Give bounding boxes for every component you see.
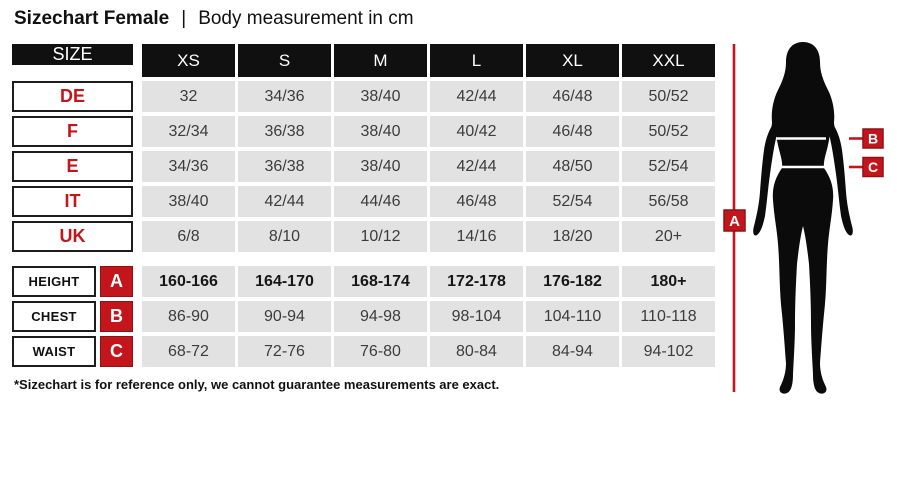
cell-uk-s: 8/10 xyxy=(238,221,331,252)
cell-e-xs: 34/36 xyxy=(142,151,235,182)
marker-b-box xyxy=(862,128,884,149)
cell-it-xs: 38/40 xyxy=(142,186,235,217)
cell-e-l: 42/44 xyxy=(430,151,523,182)
cell-height-xs: 160-166 xyxy=(142,266,235,297)
cell-de-m: 38/40 xyxy=(334,81,427,112)
column-header-xl: XL xyxy=(526,44,619,77)
cell-waist-xl: 84-94 xyxy=(526,336,619,367)
cell-height-s: 164-170 xyxy=(238,266,331,297)
cell-e-s: 36/38 xyxy=(238,151,331,182)
marker-b-letter: B xyxy=(868,131,878,147)
column-header-xxl: XXL xyxy=(622,44,715,77)
cell-f-m: 38/40 xyxy=(334,116,427,147)
cell-f-xxl: 50/52 xyxy=(622,116,715,147)
cell-e-m: 38/40 xyxy=(334,151,427,182)
cell-de-xl: 46/48 xyxy=(526,81,619,112)
cell-chest-s: 90-94 xyxy=(238,301,331,332)
cell-height-xxl: 180+ xyxy=(622,266,715,297)
cell-f-s: 36/38 xyxy=(238,116,331,147)
cell-waist-xs: 68-72 xyxy=(142,336,235,367)
row-label-e: E xyxy=(12,151,133,182)
cell-f-xl: 46/48 xyxy=(526,116,619,147)
marker-a-badge: A xyxy=(100,266,133,297)
cell-chest-l: 98-104 xyxy=(430,301,523,332)
chest-label: CHEST xyxy=(12,301,96,332)
cell-f-l: 40/42 xyxy=(430,116,523,147)
measurement-table: HEIGHT A 160-166 164-170 168-174 172-178… xyxy=(12,266,715,367)
cell-uk-xl: 18/20 xyxy=(526,221,619,252)
cell-waist-s: 72-76 xyxy=(238,336,331,367)
head-hair-silhouette xyxy=(770,42,836,137)
cell-de-xs: 32 xyxy=(142,81,235,112)
size-header-cell: SIZE xyxy=(12,44,133,65)
cell-e-xl: 48/50 xyxy=(526,151,619,182)
cell-chest-xs: 86-90 xyxy=(142,301,235,332)
cell-waist-m: 76-80 xyxy=(334,336,427,367)
cell-height-xl: 176-182 xyxy=(526,266,619,297)
column-header-xs: XS xyxy=(142,44,235,77)
row-label-chest: CHEST B xyxy=(12,301,139,332)
cell-chest-xl: 104-110 xyxy=(526,301,619,332)
title-separator: | xyxy=(181,8,187,29)
cell-chest-m: 94-98 xyxy=(334,301,427,332)
left-arm-silhouette xyxy=(753,118,779,236)
column-header-s: S xyxy=(238,44,331,77)
cell-height-l: 172-178 xyxy=(430,266,523,297)
size-table: SIZE XS S M L XL XXL DE 32 34/36 38/40 4… xyxy=(12,44,715,252)
cell-it-l: 46/48 xyxy=(430,186,523,217)
cell-waist-l: 80-84 xyxy=(430,336,523,367)
marker-c-box xyxy=(862,156,884,178)
cell-waist-xxl: 94-102 xyxy=(622,336,715,367)
cell-de-xxl: 50/52 xyxy=(622,81,715,112)
cell-chest-xxl: 110-118 xyxy=(622,301,715,332)
cell-it-m: 44/46 xyxy=(334,186,427,217)
cell-it-xxl: 56/58 xyxy=(622,186,715,217)
cell-it-s: 42/44 xyxy=(238,186,331,217)
cell-de-l: 42/44 xyxy=(430,81,523,112)
cell-f-xs: 32/34 xyxy=(142,116,235,147)
marker-a-box xyxy=(723,209,746,232)
row-label-waist: WAIST C xyxy=(12,336,139,367)
cell-uk-l: 14/16 xyxy=(430,221,523,252)
column-header-m: M xyxy=(334,44,427,77)
cell-e-xxl: 52/54 xyxy=(622,151,715,182)
row-label-f: F xyxy=(12,116,133,147)
marker-b-badge: B xyxy=(100,301,133,332)
page-title: Sizechart Female | Body measurement in c… xyxy=(14,8,414,30)
column-header-l: L xyxy=(430,44,523,77)
female-silhouette-figure: A B C xyxy=(723,42,884,394)
cell-de-s: 34/36 xyxy=(238,81,331,112)
right-arm-silhouette xyxy=(827,118,853,236)
row-label-de: DE xyxy=(12,81,133,112)
footnote-text: *Sizechart is for reference only, we can… xyxy=(14,377,500,392)
marker-a-letter: A xyxy=(729,213,740,230)
height-label: HEIGHT xyxy=(12,266,96,297)
row-label-it: IT xyxy=(12,186,133,217)
cell-uk-m: 10/12 xyxy=(334,221,427,252)
cell-height-m: 168-174 xyxy=(334,266,427,297)
row-label-height: HEIGHT A xyxy=(12,266,139,297)
marker-c-letter: C xyxy=(868,159,878,175)
waist-label: WAIST xyxy=(12,336,96,367)
marker-c-badge: C xyxy=(100,336,133,367)
cell-uk-xxl: 20+ xyxy=(622,221,715,252)
cell-uk-xs: 6/8 xyxy=(142,221,235,252)
row-label-uk: UK xyxy=(12,221,133,252)
title-main: Sizechart Female xyxy=(14,8,170,29)
cell-it-xl: 52/54 xyxy=(526,186,619,217)
title-subtitle: Body measurement in cm xyxy=(198,8,414,29)
